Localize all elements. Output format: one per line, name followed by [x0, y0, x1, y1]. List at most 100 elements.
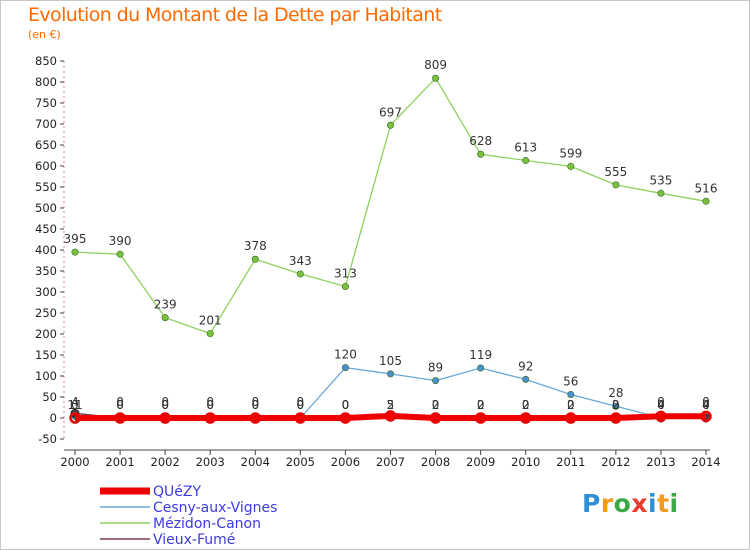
x-tick-label: 2002: [151, 455, 180, 469]
legend-label-cesny-aux-vignes: Cesny-aux-Vignes: [153, 500, 277, 516]
point-quezy: [610, 412, 622, 424]
point-mezidon-canon: [432, 74, 440, 82]
data-label-quezy: 0: [251, 398, 259, 412]
data-label-quezy: 0: [567, 398, 575, 412]
point-cesny-aux-vignes: [612, 402, 620, 410]
x-tick-label: 2004: [241, 455, 270, 469]
series-line-quezy: [75, 412, 706, 421]
data-label-cesny-aux-vignes: 28: [608, 386, 623, 400]
data-label-quezy: 4: [702, 398, 710, 412]
logo-letter: x: [631, 489, 648, 518]
data-label-mezidon-canon: 516: [695, 181, 718, 195]
point-quezy: [69, 412, 81, 424]
point-mezidon-canon: [71, 248, 79, 256]
axes: -500501001502002503003504004505005506006…: [35, 54, 721, 469]
legend-label-mezidon-canon: Mézidon-Canon: [153, 516, 261, 532]
data-label-vieux-fume: 2: [522, 398, 530, 412]
x-tick-label: 2006: [331, 455, 360, 469]
chart-subtitle: (en €): [28, 28, 61, 41]
data-label-quezy: 5: [387, 398, 395, 412]
x-tick-label: 2010: [511, 455, 540, 469]
logo-letter: o: [613, 489, 632, 518]
point-mezidon-canon: [386, 121, 394, 129]
data-label-vieux-fume: 0: [297, 398, 305, 412]
point-quezy: [159, 412, 171, 424]
data-label-cesny-aux-vignes: 0: [251, 395, 259, 409]
y-tick-label: -50: [38, 432, 57, 446]
y-tick-label: 650: [35, 138, 57, 152]
point-mezidon-canon: [477, 150, 485, 158]
series-layer: [69, 74, 712, 424]
point-quezy: [429, 412, 442, 424]
y-tick-label: 0: [50, 411, 57, 425]
x-tick-label: 2014: [691, 455, 720, 469]
data-label-cesny-aux-vignes: 0: [297, 395, 305, 409]
point-mezidon-canon: [296, 270, 304, 278]
data-label-vieux-fume: 0: [116, 398, 124, 412]
point-quezy: [249, 412, 262, 424]
data-label-mezidon-canon: 390: [109, 234, 132, 248]
y-tick-label: 700: [35, 117, 57, 131]
logo-letter: r: [600, 489, 614, 518]
data-label-cesny-aux-vignes: 0: [116, 395, 124, 409]
x-tick-label: 2003: [196, 455, 225, 469]
data-label-vieux-fume: 0: [161, 398, 169, 412]
data-label-mezidon-canon: 599: [559, 146, 582, 160]
x-tick-label: 2001: [105, 455, 134, 469]
data-label-vieux-fume: 2: [567, 398, 575, 412]
data-label-quezy: 4: [657, 398, 665, 412]
y-tick-label: 300: [35, 285, 57, 299]
point-cesny-aux-vignes: [386, 370, 394, 378]
x-tick-label: 2008: [421, 455, 450, 469]
data-label-quezy: 0: [432, 398, 440, 412]
data-label-cesny-aux-vignes: 0: [161, 395, 169, 409]
y-tick-label: 150: [35, 348, 57, 362]
y-tick-label: 450: [35, 222, 57, 236]
x-tick-label: 2005: [286, 455, 315, 469]
x-tick-label: 2007: [376, 455, 405, 469]
y-tick-label: 500: [35, 201, 57, 215]
data-label-mezidon-canon: 535: [649, 173, 672, 187]
data-label-cesny-aux-vignes: 56: [563, 374, 578, 388]
x-tick-label: 2009: [466, 455, 495, 469]
data-label-mezidon-canon: 613: [514, 141, 537, 155]
point-quezy: [655, 410, 667, 423]
x-tick-label: 2000: [60, 455, 89, 469]
logo-letter: P: [582, 489, 601, 518]
data-label-mezidon-canon: 628: [469, 134, 492, 148]
point-quezy: [700, 410, 712, 423]
data-label-cesny-aux-vignes: 0: [702, 395, 710, 409]
data-label-mezidon-canon: 395: [64, 232, 87, 246]
logo-letter: t: [657, 489, 670, 518]
chart-title: Evolution du Montant de la Dette par Hab…: [28, 4, 442, 26]
point-cesny-aux-vignes: [522, 375, 530, 383]
point-mezidon-canon: [341, 283, 349, 291]
point-quezy: [474, 412, 487, 424]
point-quezy: [519, 412, 532, 424]
point-cesny-aux-vignes: [341, 364, 349, 372]
data-label-vieux-fume: 2: [432, 398, 440, 412]
point-mezidon-canon: [702, 197, 710, 205]
point-mezidon-canon: [251, 255, 259, 263]
data-label-quezy: 0: [522, 398, 530, 412]
data-label-mezidon-canon: 378: [244, 239, 267, 253]
data-label-mezidon-canon: 697: [379, 105, 402, 119]
x-tick-label: 2013: [646, 455, 675, 469]
data-label-vieux-fume: 0: [657, 398, 665, 412]
data-label-quezy: 0: [477, 398, 485, 412]
point-mezidon-canon: [206, 330, 214, 338]
point-quezy: [114, 412, 126, 424]
point-mezidon-canon: [657, 189, 665, 197]
y-tick-label: 200: [35, 327, 57, 341]
data-label-vieux-fume: 0: [251, 398, 259, 412]
y-tick-label: 50: [42, 390, 57, 404]
data-label-quezy: 0: [116, 398, 124, 412]
data-label-vieux-fume: 0: [206, 398, 214, 412]
point-mezidon-canon: [522, 157, 530, 165]
data-label-mezidon-canon: 201: [199, 314, 222, 328]
point-mezidon-canon: [116, 250, 124, 258]
y-tick-label: 250: [35, 306, 57, 320]
